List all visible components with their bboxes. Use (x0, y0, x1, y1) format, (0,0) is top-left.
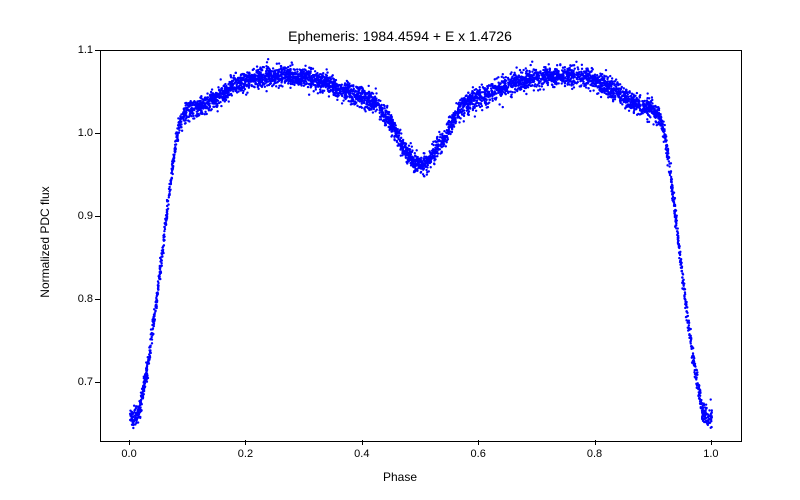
y-tick-label: 0.7 (65, 376, 93, 388)
x-tick (362, 440, 363, 445)
x-tick-label: 1.0 (703, 448, 718, 460)
chart-title: Ephemeris: 1984.4594 + E x 1.4726 (0, 28, 800, 44)
x-tick (711, 440, 712, 445)
figure: Ephemeris: 1984.4594 + E x 1.4726 Normal… (0, 0, 800, 500)
x-tick (595, 440, 596, 445)
x-tick (478, 440, 479, 445)
y-tick (95, 299, 100, 300)
y-tick-label: 0.8 (65, 293, 93, 305)
y-tick (95, 382, 100, 383)
y-tick-label: 1.0 (65, 127, 93, 139)
scatter-layer (101, 51, 741, 441)
y-axis-label: Normalized PDC flux (38, 167, 52, 317)
x-tick-label: 0.8 (587, 448, 602, 460)
y-tick (95, 50, 100, 51)
x-tick-label: 0.6 (471, 448, 486, 460)
x-tick-label: 0.2 (238, 448, 253, 460)
x-tick-label: 0.4 (354, 448, 369, 460)
y-tick-label: 0.9 (65, 210, 93, 222)
x-tick (129, 440, 130, 445)
y-tick-label: 1.1 (65, 44, 93, 56)
x-tick-label: 0.0 (121, 448, 136, 460)
plot-area (100, 50, 742, 442)
y-tick (95, 216, 100, 217)
x-axis-label: Phase (0, 470, 800, 484)
y-tick (95, 133, 100, 134)
x-tick (245, 440, 246, 445)
